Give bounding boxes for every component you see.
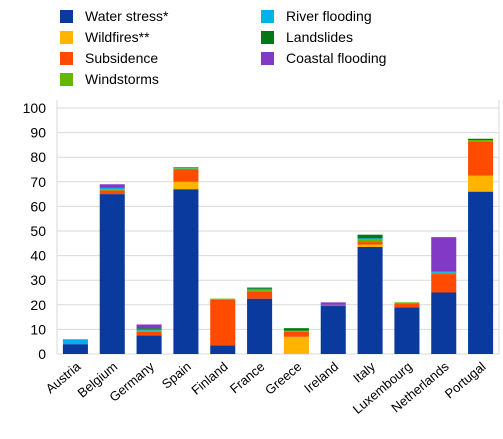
legend-label: River flooding	[286, 8, 372, 24]
legend-swatch	[60, 51, 73, 65]
x-tick-label: France	[227, 359, 268, 397]
bar-spain-subsidence	[173, 169, 199, 182]
bar-luxembourg-water-stress	[394, 307, 420, 354]
y-tick-label: 100	[23, 100, 47, 116]
bar-france-subsidence	[247, 291, 273, 299]
bar-italy-subsidence	[357, 242, 383, 245]
y-tick-label: 70	[30, 174, 46, 190]
bar-greece-windstorms	[283, 330, 309, 332]
legend-swatch	[60, 9, 73, 23]
bar-spain-windstorms	[173, 168, 199, 170]
legend-swatch	[60, 72, 73, 86]
y-tick-label: 80	[30, 149, 46, 165]
y-tick-label: 20	[30, 297, 46, 313]
bar-italy-wildfires	[357, 244, 383, 247]
bar-luxembourg-windstorms	[394, 302, 420, 304]
bar-spain-river-flooding	[173, 167, 199, 169]
x-tick-label: Italy	[350, 358, 378, 385]
chart-legend: Water stress* Wildfires** Subsidence Windst…	[60, 6, 500, 90]
bar-france-river-flooding	[247, 288, 273, 291]
x-tick-label: Greece	[262, 359, 304, 398]
bar-germany-subsidence	[136, 331, 162, 336]
bar-france-water-stress	[247, 298, 273, 354]
x-tick-label: Portugal	[442, 359, 489, 402]
bar-belgium-coastal-flooding	[99, 184, 125, 188]
bar-netherlands-windstorms	[431, 272, 457, 275]
bar-portugal-landslides	[468, 138, 494, 140]
legend-item: Subsidence	[60, 48, 158, 68]
x-tick-label: Ireland	[301, 359, 341, 396]
bar-belgium-subsidence	[99, 190, 125, 195]
bar-portugal-subsidence	[468, 141, 494, 176]
bar-italy-landslides	[357, 234, 383, 239]
bar-luxembourg-subsidence	[394, 303, 420, 308]
y-tick-label: 90	[30, 125, 46, 141]
bar-germany-river-flooding	[136, 329, 162, 331]
bar-belgium-water-stress	[99, 194, 125, 354]
bar-italy-water-stress	[357, 246, 383, 354]
y-tick-label: 30	[30, 272, 46, 288]
legend-swatch	[60, 30, 73, 44]
bar-germany-coastal-flooding	[136, 324, 162, 329]
bar-portugal-windstorms	[468, 139, 494, 142]
y-tick-label: 60	[30, 198, 46, 214]
y-tick-label: 10	[30, 321, 46, 337]
bar-ireland-coastal-flooding	[320, 302, 346, 305]
bar-greece-subsidence	[283, 331, 309, 337]
bar-austria-water-stress	[62, 344, 88, 354]
legend-label: Coastal flooding	[286, 50, 387, 66]
legend-item: River flooding	[261, 6, 372, 26]
legend-swatch	[261, 9, 274, 23]
legend-label: Windstorms	[85, 71, 159, 87]
bar-france-windstorms	[247, 290, 273, 292]
y-tick-label: 40	[30, 248, 46, 264]
legend-label: Water stress*	[85, 8, 169, 24]
bar-greece-wildfires	[283, 336, 309, 354]
legend-item: Windstorms	[60, 69, 159, 89]
bar-netherlands-water-stress	[431, 292, 457, 354]
bar-finland-water-stress	[210, 345, 236, 354]
legend-item: Wildfires**	[60, 27, 150, 47]
legend-item: Landslides	[261, 27, 353, 47]
legend-label: Wildfires**	[85, 29, 150, 45]
bar-finland-subsidence	[210, 299, 236, 346]
bar-ireland-water-stress	[320, 306, 346, 354]
bar-netherlands-river-flooding	[431, 271, 457, 273]
bar-austria-river-flooding	[62, 339, 88, 345]
bar-portugal-water-stress	[468, 191, 494, 354]
bar-spain-wildfires	[173, 181, 199, 190]
bar-belgium-windstorms	[99, 189, 125, 191]
bar-italy-windstorms	[357, 239, 383, 243]
bar-portugal-wildfires	[468, 175, 494, 192]
y-tick-label: 50	[30, 223, 46, 239]
legend-item: Coastal flooding	[261, 48, 386, 68]
bar-italy-river-flooding	[357, 238, 383, 240]
bar-finland-windstorms	[210, 298, 236, 300]
legend-label: Subsidence	[85, 50, 159, 66]
x-tick-label: Finland	[188, 359, 230, 398]
legend-swatch	[261, 30, 274, 44]
bar-ireland-subsidence	[320, 304, 346, 307]
legend-label: Landslides	[286, 29, 353, 45]
legend-swatch	[261, 51, 274, 65]
bar-spain-water-stress	[173, 189, 199, 354]
y-tick-label: 0	[38, 346, 46, 362]
bar-germany-landslides	[136, 328, 162, 330]
bar-netherlands-coastal-flooding	[431, 237, 457, 272]
bar-greece-landslides	[283, 328, 309, 331]
bar-france-landslides	[247, 287, 273, 289]
bar-germany-water-stress	[136, 335, 162, 354]
bar-germany-windstorms	[136, 330, 162, 332]
bar-belgium-river-flooding	[99, 187, 125, 190]
legend-item: Water stress*	[60, 6, 169, 26]
bar-netherlands-subsidence	[431, 274, 457, 293]
